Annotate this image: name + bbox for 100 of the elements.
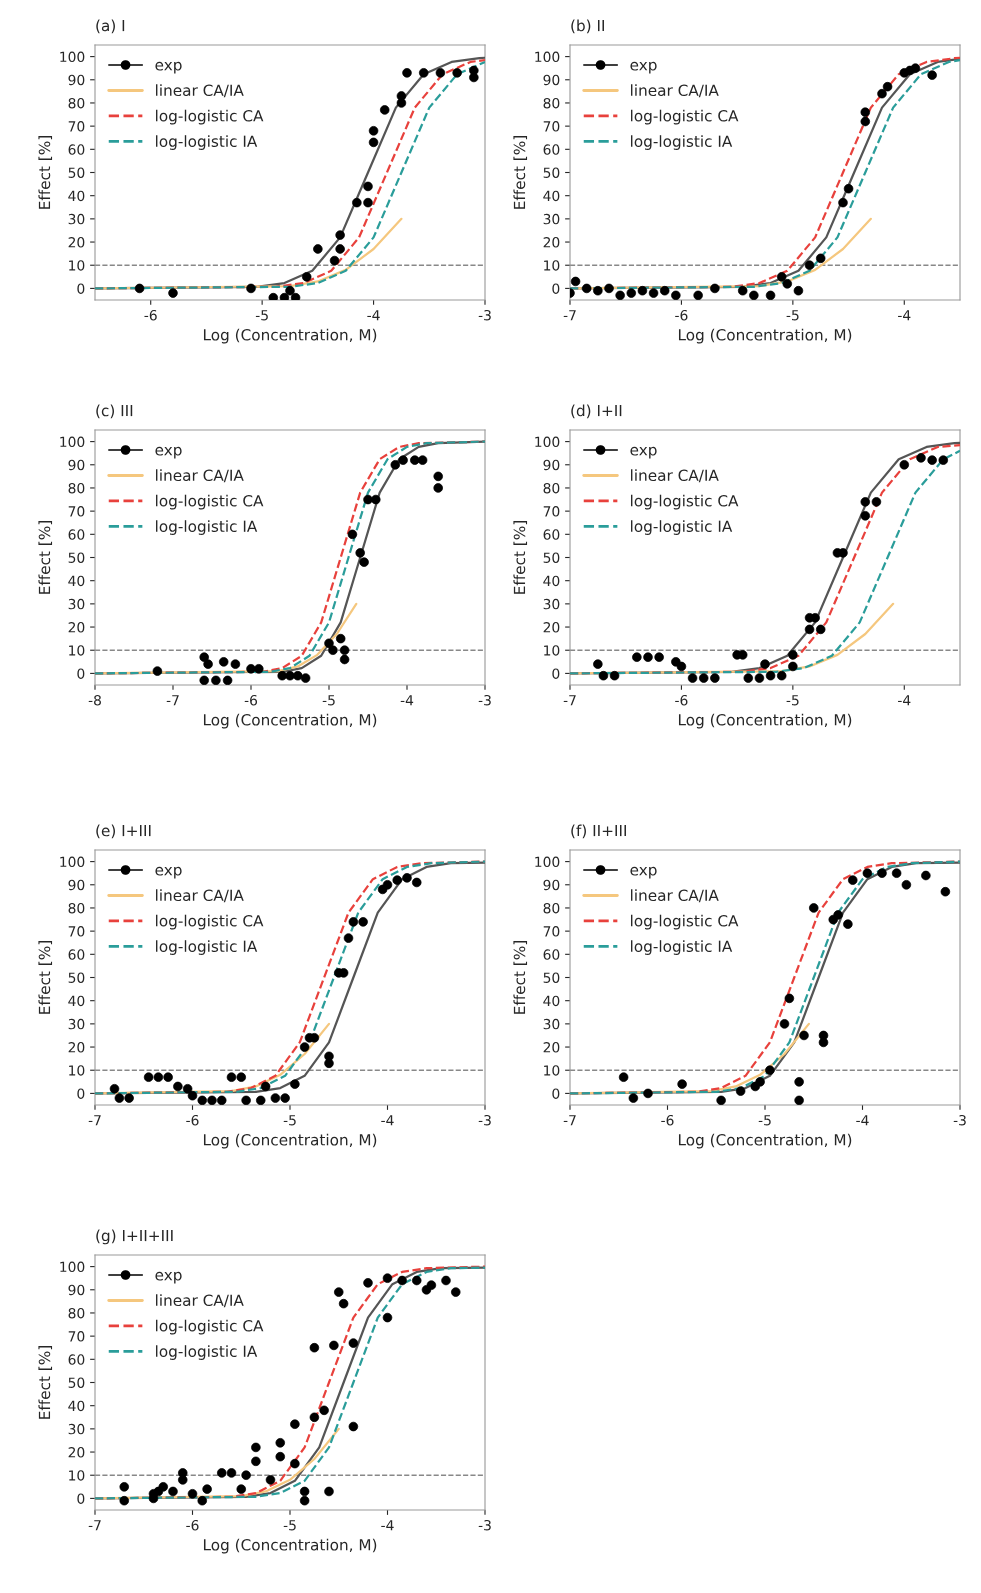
x-axis-title: Log (Concentration, M): [203, 1538, 377, 1554]
y-tick-label: 70: [68, 926, 85, 937]
legend-label: linear CA/IA: [631, 889, 719, 903]
legend-label: linear CA/IA: [631, 469, 719, 483]
legend-label: log-logistic IA: [156, 940, 258, 955]
legend-label: log-logistic IA: [156, 520, 258, 535]
y-tick-label: 60: [68, 144, 85, 155]
y-tick-label: 40: [543, 190, 560, 202]
chart-title: (c) III: [96, 404, 133, 419]
y-axis-title: Effect [%]: [38, 1346, 53, 1419]
y-tick-label: 40: [68, 575, 85, 587]
y-tick-label: 100: [535, 436, 560, 448]
y-tick-label: 0: [552, 283, 560, 294]
y-tick-label: 0: [552, 1088, 560, 1099]
y-tick-label: 60: [543, 529, 560, 540]
chart-title: (e) I+III: [96, 824, 151, 839]
legend-label: exp: [630, 866, 657, 879]
y-tick-label: 20: [543, 622, 560, 633]
y-tick-label: 60: [68, 949, 85, 960]
y-tick-label: 50: [68, 552, 85, 563]
x-tick-label: -4: [898, 695, 911, 706]
x-tick-label: -3: [478, 309, 491, 321]
chart-title: (g) I+II+III: [96, 1229, 173, 1245]
y-tick-label: 80: [68, 97, 85, 109]
x-tick-label: -5: [786, 310, 799, 321]
y-tick-label: 80: [543, 902, 560, 914]
x-tick-label: -4: [856, 1115, 869, 1126]
x-tick-label: -4: [381, 1115, 394, 1126]
x-axis-title: Log (Concentration, M): [678, 713, 852, 729]
chart-title: (a) I: [96, 19, 125, 34]
y-tick-label: 90: [543, 74, 560, 86]
x-tick-label: -7: [563, 1115, 576, 1126]
y-tick-label: 50: [68, 972, 85, 983]
legend-label: exp: [630, 446, 657, 459]
x-tick-label: -7: [88, 1115, 101, 1126]
y-tick-label: 70: [543, 506, 560, 517]
legend-label: exp: [155, 446, 182, 459]
y-tick-label: 30: [68, 1018, 85, 1030]
y-tick-label: 30: [543, 598, 560, 610]
y-axis-title: Effect [%]: [513, 521, 528, 594]
chart-title: (d) I+II: [571, 404, 622, 419]
legend-label: log-logistic CA: [156, 914, 264, 930]
y-tick-label: 90: [68, 1284, 85, 1296]
x-tick-label: -5: [283, 1520, 296, 1531]
y-axis-title: Effect [%]: [38, 136, 53, 209]
y-tick-label: 100: [60, 1261, 85, 1273]
y-tick-label: 20: [68, 1447, 85, 1458]
y-tick-label: 100: [60, 856, 85, 868]
legend-label: log-logistic CA: [631, 109, 739, 125]
y-tick-label: 50: [543, 552, 560, 563]
y-tick-label: 0: [77, 283, 85, 294]
x-tick-label: -6: [661, 1114, 674, 1126]
y-tick-label: 20: [68, 622, 85, 633]
legend-label: log-logistic CA: [156, 109, 264, 125]
y-tick-label: 0: [77, 1493, 85, 1504]
legend-label: exp: [630, 61, 657, 74]
y-tick-label: 10: [544, 1065, 560, 1076]
x-tick-label: -6: [244, 694, 258, 706]
x-tick-label: -5: [283, 1115, 296, 1126]
x-tick-label: -6: [675, 309, 688, 321]
y-axis-title: Effect [%]: [513, 941, 528, 1014]
y-tick-label: 10: [544, 645, 560, 656]
y-tick-label: 20: [68, 237, 85, 248]
x-tick-label: -4: [381, 1520, 394, 1531]
y-axis-title: Effect [%]: [513, 136, 528, 209]
legend-label: exp: [155, 61, 182, 74]
y-tick-label: 0: [77, 1088, 85, 1099]
y-tick-label: 0: [77, 668, 85, 679]
x-tick-label: -7: [166, 695, 179, 706]
x-tick-label: -4: [898, 310, 911, 321]
legend-label: log-logistic CA: [156, 494, 264, 510]
y-tick-label: 10: [69, 1470, 85, 1481]
legend-label: log-logistic IA: [156, 1345, 258, 1360]
y-tick-label: 40: [68, 190, 85, 202]
legend-label: log-logistic IA: [156, 135, 258, 150]
y-tick-label: 50: [543, 167, 560, 178]
y-tick-label: 80: [68, 1307, 85, 1319]
y-tick-label: 70: [68, 506, 85, 517]
y-axis-title: Effect [%]: [38, 521, 53, 594]
legend-label: log-logistic IA: [631, 520, 733, 535]
y-tick-label: 80: [543, 97, 560, 109]
x-axis-title: Log (Concentration, M): [678, 328, 852, 344]
y-tick-label: 50: [68, 1377, 85, 1388]
x-tick-label: -5: [255, 310, 268, 321]
x-tick-label: -4: [367, 310, 380, 321]
y-tick-label: 60: [68, 529, 85, 540]
y-tick-label: 10: [69, 1065, 85, 1076]
y-tick-label: 70: [543, 121, 560, 132]
x-axis-title: Log (Concentration, M): [678, 1133, 852, 1149]
x-tick-label: -6: [186, 1519, 199, 1531]
y-tick-label: 40: [543, 575, 560, 587]
y-tick-label: 100: [535, 856, 560, 868]
legend-label: log-logistic CA: [156, 1319, 264, 1335]
y-tick-label: 10: [544, 260, 560, 271]
x-tick-label: -5: [758, 1115, 771, 1126]
y-tick-label: 20: [68, 1042, 85, 1053]
y-tick-label: 40: [68, 995, 85, 1007]
y-tick-label: 30: [543, 1018, 560, 1030]
x-tick-label: -8: [88, 694, 101, 706]
y-tick-label: 90: [68, 74, 85, 86]
